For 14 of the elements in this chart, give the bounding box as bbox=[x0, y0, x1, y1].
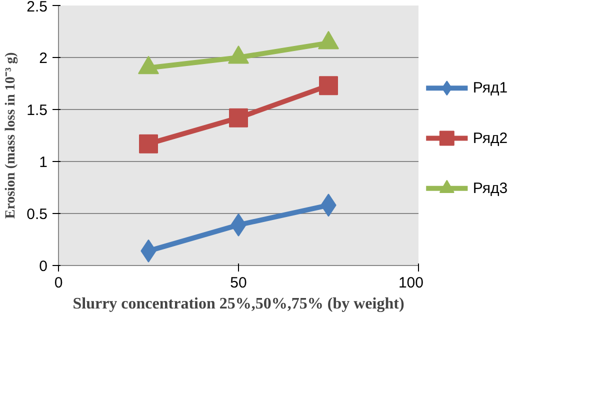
x-tick-label: 100 bbox=[398, 274, 424, 292]
y-tick-label: 1 bbox=[39, 154, 48, 171]
x-tick-label: 50 bbox=[230, 274, 247, 292]
legend-label: Ряд2 bbox=[472, 130, 508, 147]
legend-label: Ряд3 bbox=[472, 180, 508, 197]
x-axis-title: Slurry concentration 25%,50%,75% (by weight) bbox=[72, 296, 404, 312]
y-axis-title: Erosion (mass loss in 10⁻³ g) bbox=[4, 52, 19, 219]
y-tick-label: 2.5 bbox=[26, 0, 48, 16]
y-tick-label: 0 bbox=[39, 258, 48, 275]
y-tick-label: 0.5 bbox=[26, 206, 48, 223]
x-tick-label: 0 bbox=[54, 274, 63, 292]
y-tick-label: 1.5 bbox=[26, 102, 48, 119]
y-tick-label: 2 bbox=[39, 50, 48, 67]
legend-label: Ряд1 bbox=[472, 80, 508, 97]
